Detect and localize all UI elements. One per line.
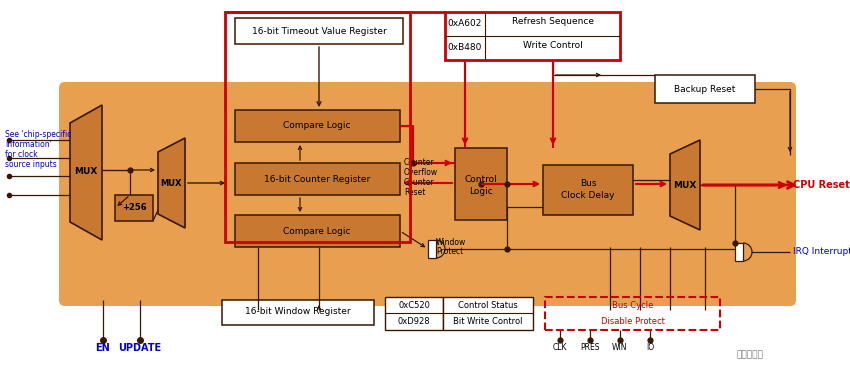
Text: 16-bit Counter Register: 16-bit Counter Register <box>264 175 370 183</box>
Text: Logic: Logic <box>469 187 493 197</box>
Text: Refresh Sequence: Refresh Sequence <box>512 17 594 27</box>
Text: 0xA602: 0xA602 <box>448 20 482 28</box>
Bar <box>428 240 436 258</box>
Polygon shape <box>158 138 185 228</box>
Text: EN: EN <box>95 343 110 353</box>
Bar <box>655 75 755 103</box>
Text: Counter: Counter <box>404 158 434 167</box>
Bar <box>735 243 743 261</box>
Text: 16-bit Timeout Value Register: 16-bit Timeout Value Register <box>252 27 387 35</box>
Text: MUX: MUX <box>161 179 182 187</box>
Bar <box>455 148 507 220</box>
Bar <box>443 297 533 330</box>
Text: See 'chip-specific: See 'chip-specific <box>5 130 71 139</box>
Text: PRES: PRES <box>581 344 600 352</box>
Text: CPU Reset: CPU Reset <box>793 180 850 190</box>
Text: 16-bit Window Register: 16-bit Window Register <box>245 307 351 317</box>
Bar <box>385 297 443 330</box>
Bar <box>545 297 720 330</box>
Text: Bus: Bus <box>580 179 596 187</box>
Bar <box>543 165 633 215</box>
Bar <box>115 195 153 221</box>
Text: IO: IO <box>646 344 654 352</box>
Text: MUX: MUX <box>673 180 697 190</box>
Text: source inputs: source inputs <box>5 160 57 169</box>
Text: MUX: MUX <box>74 168 98 176</box>
Text: for clock: for clock <box>5 150 37 159</box>
Text: Protect: Protect <box>436 247 463 256</box>
Bar <box>235 215 400 247</box>
Text: 0xD928: 0xD928 <box>398 317 430 325</box>
Polygon shape <box>70 105 102 240</box>
Text: WIN: WIN <box>612 344 628 352</box>
Bar <box>235 110 400 142</box>
Text: 0xB480: 0xB480 <box>448 44 482 52</box>
Bar <box>445 12 620 60</box>
Text: Clock Delay: Clock Delay <box>561 192 615 200</box>
Text: Counter: Counter <box>404 178 434 187</box>
Text: IRQ Interrupt: IRQ Interrupt <box>793 248 850 256</box>
Text: information': information' <box>5 140 52 149</box>
Text: Write Control: Write Control <box>523 41 583 51</box>
Text: 0xC520: 0xC520 <box>398 300 430 310</box>
FancyBboxPatch shape <box>59 82 796 306</box>
Text: Control Status: Control Status <box>458 300 518 310</box>
Text: Disable Protect: Disable Protect <box>601 317 665 325</box>
Text: Backup Reset: Backup Reset <box>674 85 736 93</box>
Polygon shape <box>670 140 700 230</box>
Bar <box>235 163 400 195</box>
Text: Control: Control <box>465 176 497 184</box>
Text: Bit Write Control: Bit Write Control <box>453 317 523 325</box>
Text: Bus Cycle: Bus Cycle <box>612 300 654 310</box>
Text: Compare Logic: Compare Logic <box>283 227 351 235</box>
Text: 蓝白小手套: 蓝白小手套 <box>737 351 763 359</box>
Text: +256: +256 <box>122 203 146 213</box>
Text: CLK: CLK <box>552 344 567 352</box>
Bar <box>222 300 374 325</box>
Text: Overflow: Overflow <box>404 168 438 177</box>
Text: UPDATE: UPDATE <box>118 343 162 353</box>
Text: Compare Logic: Compare Logic <box>283 121 351 131</box>
Bar <box>235 18 403 44</box>
Bar <box>225 12 410 242</box>
Text: Reset: Reset <box>404 188 425 197</box>
Text: Window: Window <box>436 238 467 247</box>
